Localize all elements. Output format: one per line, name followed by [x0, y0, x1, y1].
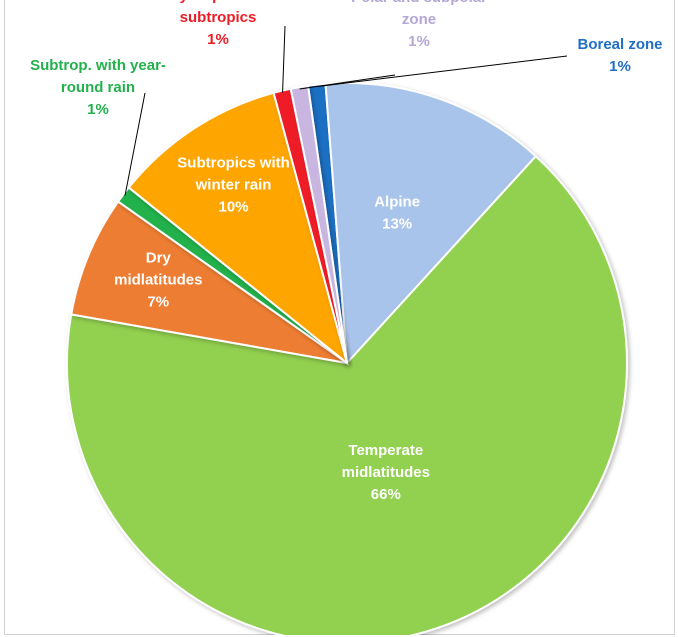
- pie-chart: Boreal zone 1% Alpine 13% Temperate midlatitu…: [30, 0, 663, 635]
- leader-line: [282, 25, 286, 93]
- slice-label-alpine: Alpine 13%: [374, 193, 420, 232]
- slice-label-dry-tropics-and-subtropics: Dry tropics andsubtropics1%: [163, 0, 273, 48]
- slice-label-subtrop-with-year-round-rain: Subtrop. with year-round rain 1%: [30, 57, 166, 118]
- slice-label-subtropics-with-winter-rain: Subtropics with winter rain 10%: [177, 155, 290, 216]
- pie-slice-subtropics-with-winter-rain: [127, 91, 349, 366]
- pie-slices: [66, 82, 628, 635]
- leader-line: [124, 92, 146, 196]
- pie-slice-polar-and-subpolar-zone: [289, 84, 348, 364]
- pie-slice-dry-midlatitudes: [70, 200, 348, 364]
- slice-label-polar-and-subpolar-zone: Polar and subpolarzone1%: [351, 0, 487, 50]
- pie-slice-temperate-midlatitudes: [66, 154, 628, 635]
- leader-line: [299, 74, 396, 90]
- slice-label-boreal-zone: Boreal zone 1%: [577, 36, 662, 75]
- leader-line: [316, 55, 568, 88]
- slice-label-dry-midlatitudes: Dry midlatitudes 7%: [114, 249, 202, 310]
- chart-frame: Boreal zone 1% Alpine 13% Temperate midlatitu…: [4, 0, 675, 635]
- leader-lines: [124, 25, 568, 196]
- slice-labels: Boreal zone 1% Alpine 13% Temperate midlatitu…: [30, 0, 662, 503]
- slice-label-temperate-midlatitudes: Temperate midlatitudes 66%: [342, 442, 430, 503]
